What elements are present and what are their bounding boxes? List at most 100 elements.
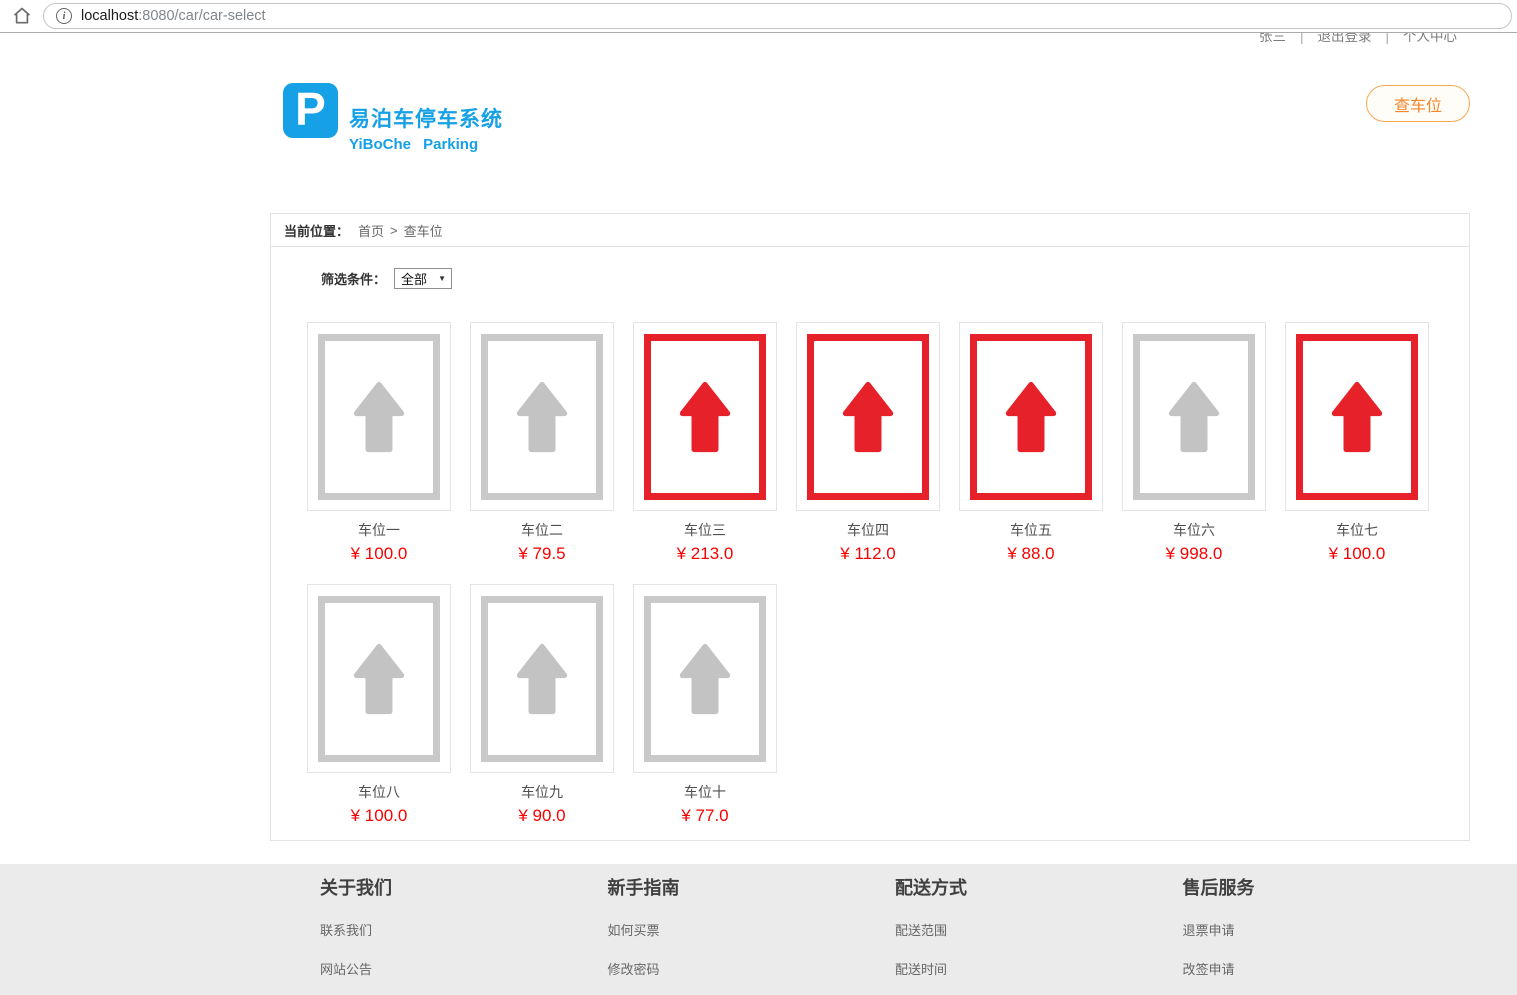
spot-cell: 车位七 ¥ 100.0 <box>1285 322 1429 564</box>
spot-card[interactable] <box>307 584 451 773</box>
spot-card[interactable] <box>796 322 940 511</box>
address-bar[interactable]: i localhost:8080/car/car-select <box>43 3 1512 29</box>
footer-col-title: 新手指南 <box>607 878 680 898</box>
footer-link-delivery-time[interactable]: 配送时间 <box>895 962 948 977</box>
spot-cell: 车位八 ¥ 100.0 <box>307 584 451 826</box>
parking-slot-frame <box>318 595 440 762</box>
spot-name: 车位四 <box>847 522 889 538</box>
arrow-up-icon <box>842 381 894 452</box>
spot-card[interactable] <box>959 322 1103 511</box>
spot-cell: 车位九 ¥ 90.0 <box>470 584 614 826</box>
spot-card[interactable] <box>470 584 614 773</box>
brand-text: 易泊车停车系统 YiBoChe Parking <box>349 83 503 153</box>
spot-cell: 车位四 ¥ 112.0 <box>796 322 940 564</box>
spot-price: ¥ 112.0 <box>840 544 896 563</box>
url-path: :8080/car/car-select <box>138 8 266 24</box>
spot-price: ¥ 213.0 <box>676 544 734 563</box>
parking-slot-frame <box>644 595 766 762</box>
username-link[interactable]: 张三 <box>1258 33 1286 44</box>
spot-price: ¥ 79.5 <box>518 544 566 563</box>
footer-col-title: 售后服务 <box>1182 878 1255 898</box>
site-subtitle: YiBoChe Parking <box>349 136 479 153</box>
spot-cell: 车位十 ¥ 77.0 <box>633 584 777 826</box>
spot-card[interactable] <box>1122 322 1266 511</box>
spot-name: 车位五 <box>1010 522 1052 538</box>
user-nav: 张三 | 退出登录 | 个人中心 <box>0 33 1517 49</box>
arrow-up-icon <box>1331 381 1383 452</box>
spot-name: 车位二 <box>521 522 563 538</box>
footer-col-aftersales: 售后服务 退票申请 改签申请 <box>1183 874 1471 978</box>
home-icon <box>13 7 31 24</box>
main-panel: 当前位置： 首页 > 查车位 筛选条件： 全部 ▼ 车位一 ¥ 100.0 <box>270 213 1470 841</box>
info-icon[interactable]: i <box>56 8 72 24</box>
find-spot-button[interactable]: 查车位 <box>1365 85 1470 122</box>
breadcrumb-separator: > <box>390 222 398 238</box>
footer: 关于我们 联系我们 网站公告 新手指南 如何买票 修改密码 配送方式 配送范围 … <box>0 864 1517 995</box>
arrow-up-icon <box>679 643 731 714</box>
footer-link-change-password[interactable]: 修改密码 <box>607 962 660 977</box>
chevron-down-icon: ▼ <box>438 274 447 283</box>
brand-logo[interactable]: P 易泊车停车系统 YiBoChe Parking <box>283 83 503 153</box>
spot-card[interactable] <box>633 322 777 511</box>
breadcrumb-home-link[interactable]: 首页 <box>358 223 385 239</box>
arrow-up-icon <box>679 381 731 452</box>
footer-col-title: 关于我们 <box>320 878 392 898</box>
spot-card[interactable] <box>1285 322 1429 511</box>
filter-select[interactable]: 全部 ▼ <box>394 268 453 289</box>
spot-card[interactable] <box>470 322 614 511</box>
spot-name: 车位九 <box>521 784 563 800</box>
parking-slot-frame <box>481 333 603 500</box>
arrow-up-icon <box>516 381 568 452</box>
footer-col-delivery: 配送方式 配送范围 配送时间 <box>895 874 1183 978</box>
browser-chrome: i localhost:8080/car/car-select <box>0 0 1517 33</box>
footer-link-delivery-range[interactable]: 配送范围 <box>895 923 948 938</box>
parking-slot-frame <box>318 333 440 500</box>
parking-slot-frame <box>644 333 766 500</box>
parking-slot-frame <box>970 333 1092 500</box>
parking-logo-icon: P <box>283 83 338 138</box>
spot-price: ¥ 100.0 <box>350 544 408 563</box>
url-text: localhost:8080/car/car-select <box>81 8 266 24</box>
parking-slot-frame <box>481 595 603 762</box>
spot-price: ¥ 88.0 <box>1007 544 1055 563</box>
arrow-up-icon <box>353 643 405 714</box>
arrow-up-icon <box>353 381 405 452</box>
spot-card[interactable] <box>633 584 777 773</box>
spot-cell: 车位五 ¥ 88.0 <box>959 322 1103 564</box>
parking-slot-frame <box>807 333 929 500</box>
parking-slot-frame <box>1296 333 1418 500</box>
breadcrumb-label: 当前位置： <box>284 223 350 239</box>
footer-link-contact[interactable]: 联系我们 <box>320 923 373 938</box>
footer-link-rebook[interactable]: 改签申请 <box>1182 962 1235 977</box>
filter-selected-value: 全部 <box>401 272 428 287</box>
home-button[interactable] <box>10 4 34 28</box>
footer-link-refund[interactable]: 退票申请 <box>1182 923 1235 938</box>
footer-link-announcement[interactable]: 网站公告 <box>320 962 373 977</box>
breadcrumb-current: 查车位 <box>403 223 443 239</box>
spot-cell: 车位六 ¥ 998.0 <box>1122 322 1266 564</box>
spot-card[interactable] <box>307 322 451 511</box>
spots-grid: 车位一 ¥ 100.0 车位二 ¥ 79.5 车位三 ¥ 213.0 <box>307 322 1433 826</box>
url-host: localhost <box>81 8 139 24</box>
logout-link[interactable]: 退出登录 <box>1317 33 1372 44</box>
nav-separator: | <box>1385 33 1389 44</box>
spot-price: ¥ 100.0 <box>1328 544 1386 563</box>
filter-row: 筛选条件： 全部 ▼ <box>271 268 1469 289</box>
footer-col-guide: 新手指南 如何买票 修改密码 <box>608 874 896 978</box>
spot-cell: 车位二 ¥ 79.5 <box>470 322 614 564</box>
parking-slot-frame <box>1133 333 1255 500</box>
page-header: P 易泊车停车系统 YiBoChe Parking 查车位 <box>270 49 1470 213</box>
spot-name: 车位三 <box>684 522 726 538</box>
arrow-up-icon <box>1005 381 1057 452</box>
site-title: 易泊车停车系统 <box>349 108 503 131</box>
spot-name: 车位八 <box>358 784 400 800</box>
profile-link[interactable]: 个人中心 <box>1403 33 1457 44</box>
spot-name: 车位一 <box>358 522 400 538</box>
nav-separator: | <box>1299 33 1304 44</box>
spot-name: 车位六 <box>1173 522 1215 538</box>
spot-name: 车位七 <box>1336 522 1378 538</box>
spot-price: ¥ 77.0 <box>681 806 729 825</box>
footer-link-how-to-buy[interactable]: 如何买票 <box>607 923 660 938</box>
arrow-up-icon <box>516 643 568 714</box>
spot-price: ¥ 100.0 <box>350 806 408 825</box>
